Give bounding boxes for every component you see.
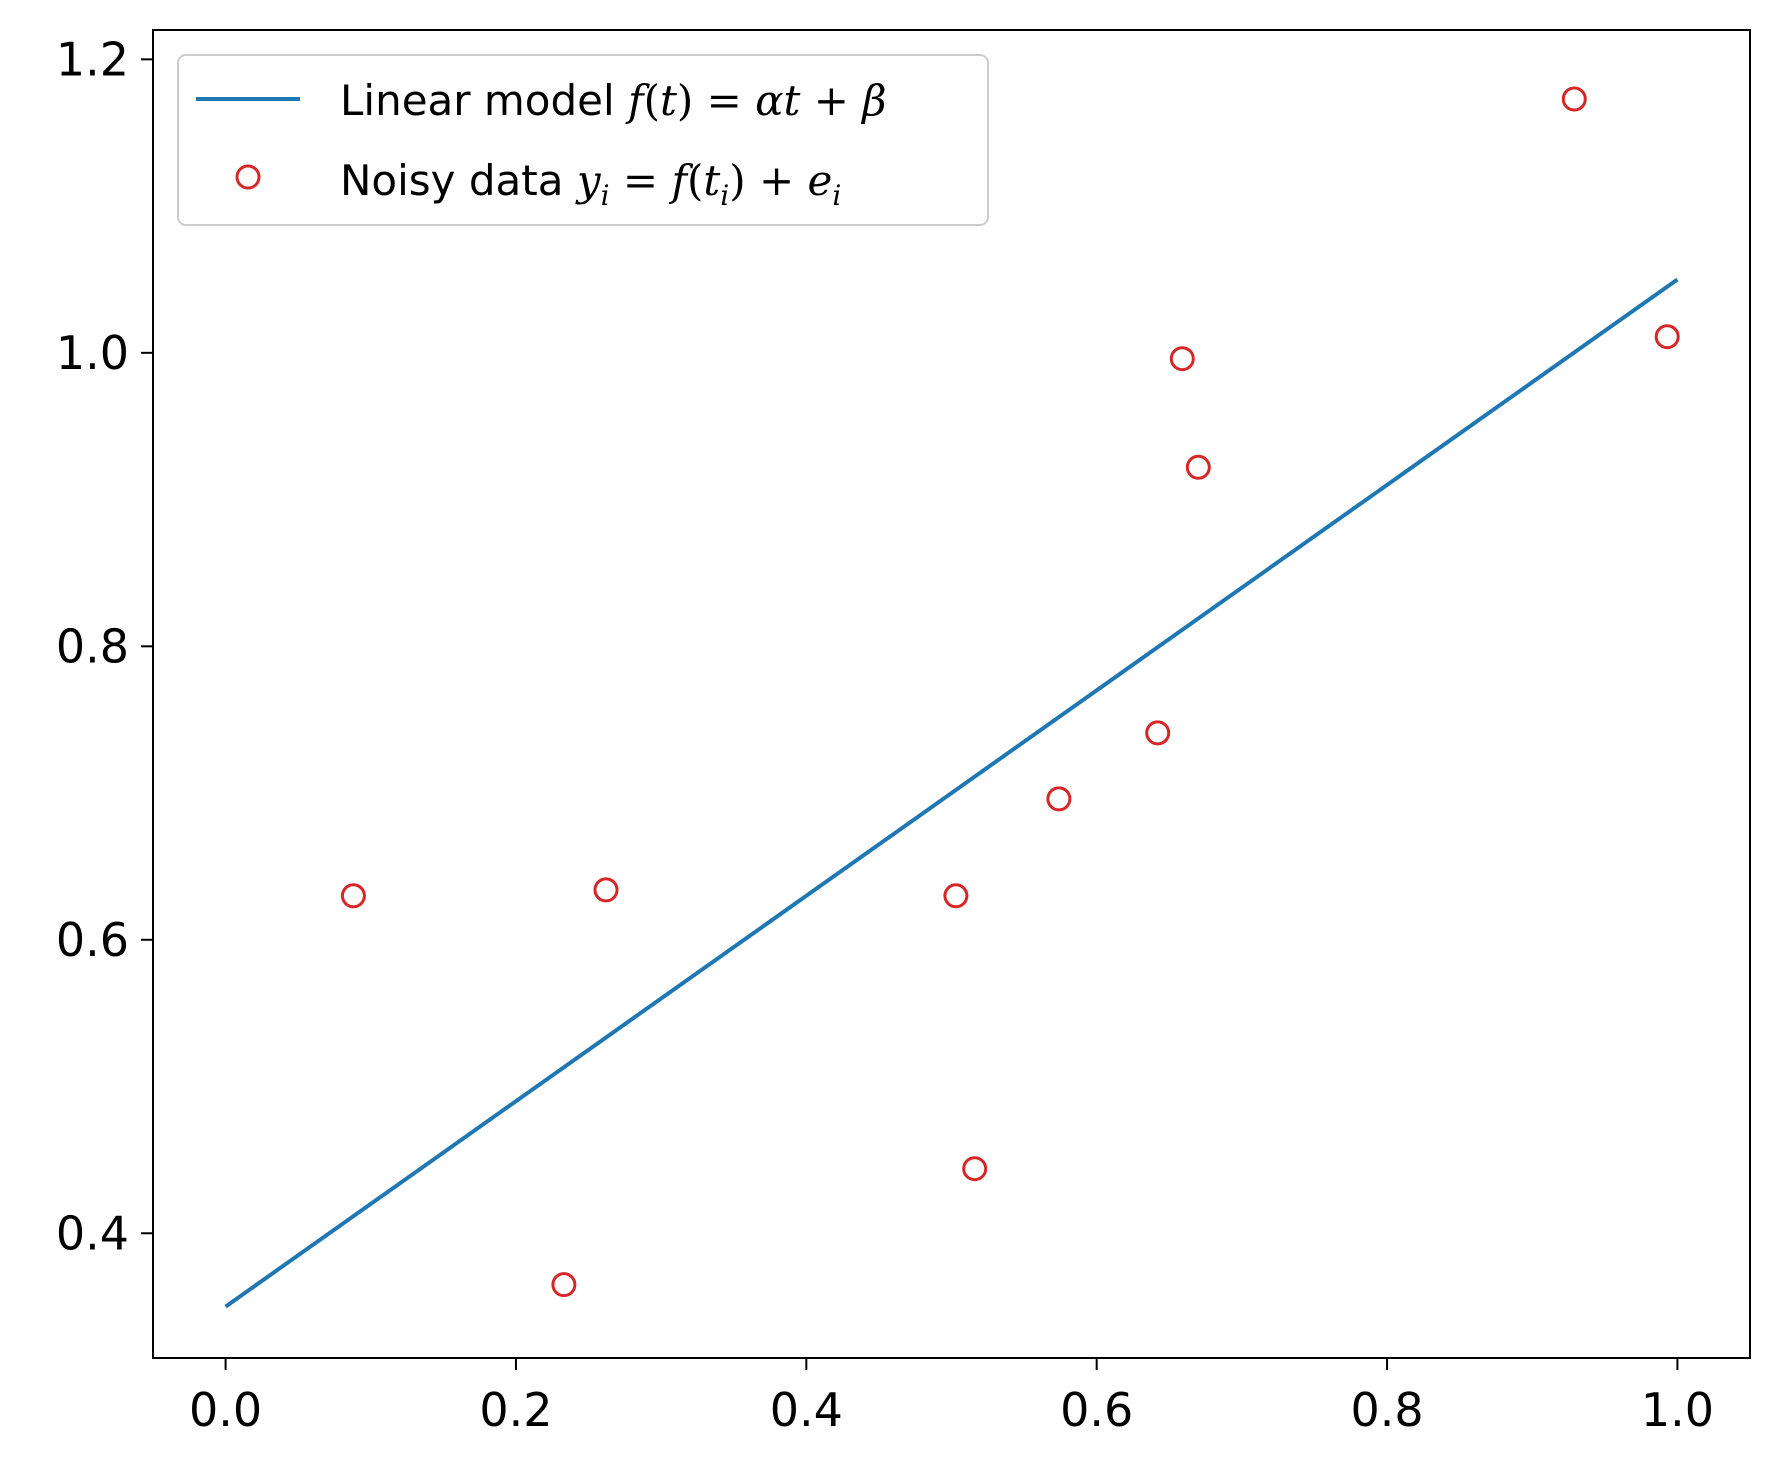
y-tick-label: 0.4 <box>56 1206 129 1260</box>
x-tick-label: 1.0 <box>1641 1383 1714 1437</box>
legend: Linear model f(t) = αt + β Noisy data yi… <box>177 54 989 226</box>
x-tick-label: 0.6 <box>1060 1383 1133 1437</box>
data-point <box>1145 720 1171 746</box>
x-axis: 0.0 0.2 0.4 0.6 0.8 1.0 <box>189 1358 1714 1437</box>
data-point <box>962 1156 988 1182</box>
legend-entry-noisy-data: Noisy data yi = f(ti) + ei <box>340 156 841 212</box>
y-tick-label: 0.6 <box>56 913 129 967</box>
legend-entry-linear-model: Linear model f(t) = αt + β <box>340 76 887 125</box>
data-point <box>551 1272 577 1298</box>
data-point <box>1185 454 1211 480</box>
data-point <box>1169 346 1195 372</box>
plot-area <box>224 86 1680 1309</box>
data-point <box>1046 786 1072 812</box>
y-axis: 0.4 0.6 0.8 1.0 1.2 <box>56 32 153 1260</box>
data-point <box>340 883 366 909</box>
y-tick-label: 0.8 <box>56 619 129 673</box>
series-line-linear-model <box>224 277 1679 1309</box>
x-tick-label: 0.2 <box>479 1383 552 1437</box>
data-point <box>1561 86 1587 112</box>
x-tick-label: 0.0 <box>189 1383 262 1437</box>
data-point <box>943 883 969 909</box>
x-tick-label: 0.8 <box>1350 1383 1423 1437</box>
legend-swatch-marker <box>235 164 261 190</box>
y-tick-label: 1.2 <box>56 32 129 86</box>
data-point <box>593 877 619 903</box>
legend-box <box>177 54 989 226</box>
data-point <box>1654 324 1680 350</box>
y-tick-label: 1.0 <box>56 326 129 380</box>
x-tick-label: 0.4 <box>770 1383 843 1437</box>
axes-frame <box>152 29 1751 1359</box>
